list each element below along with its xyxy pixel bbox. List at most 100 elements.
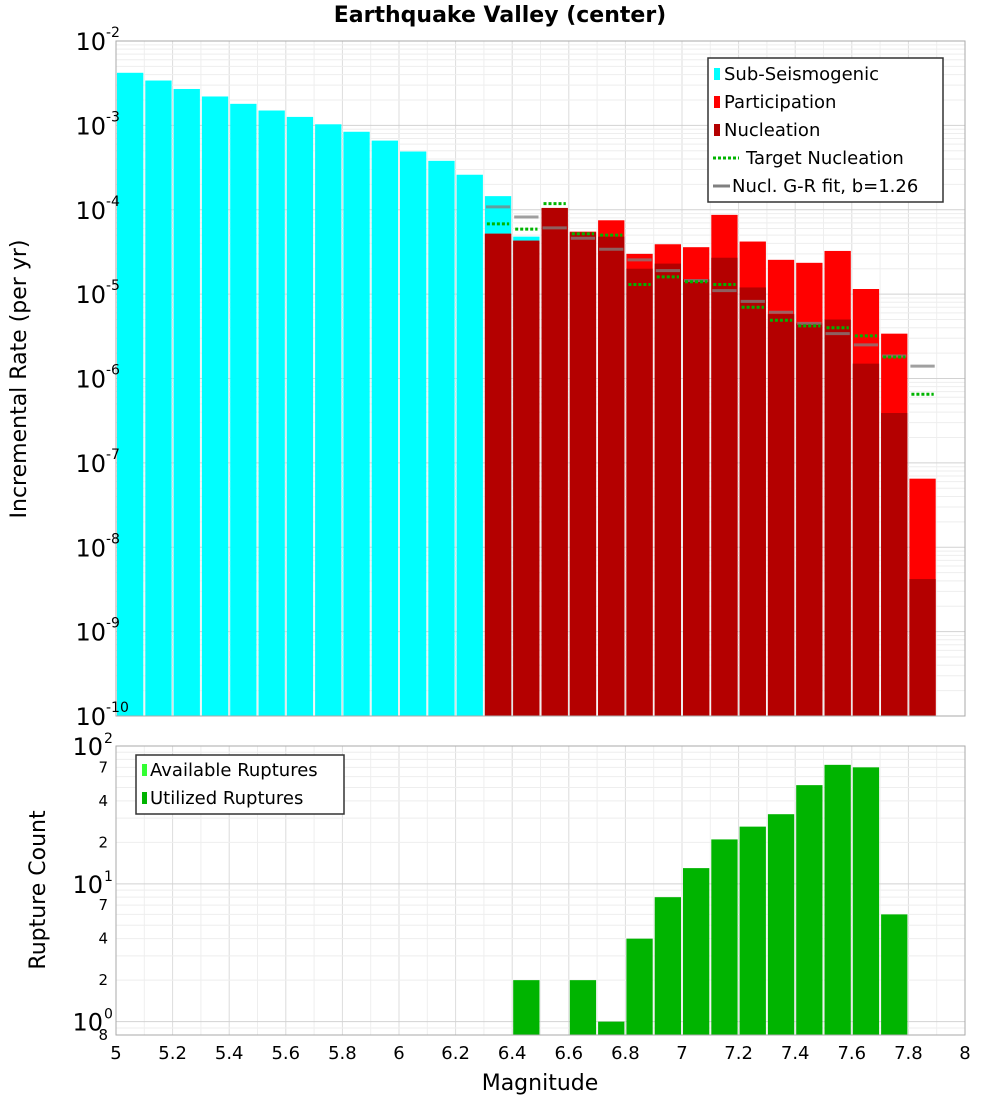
x-tick-label: 6.6: [554, 1043, 583, 1064]
nucleation-bar: [654, 263, 681, 716]
utilized-ruptures-bar: [683, 868, 710, 1035]
bottom-legend-label: Utilized Ruptures: [150, 788, 303, 809]
top-y-tick-label: 10: [75, 450, 106, 478]
x-tick-label: 5.6: [271, 1043, 300, 1064]
sub-seismogenic-bar: [258, 110, 285, 716]
utilized-ruptures-bar: [598, 1021, 625, 1035]
nucleation-bar: [711, 257, 738, 716]
x-tick-label: 6.8: [611, 1043, 640, 1064]
nucleation-bar: [569, 232, 597, 716]
top-legend-box: [707, 57, 944, 203]
top-y-tick-exponent: -6: [106, 363, 120, 379]
x-tick-label: 8: [959, 1043, 970, 1064]
bottom-y-tick-exponent: 2: [104, 731, 113, 747]
top-legend-label: Nucl. G-R fit, b=1.26: [732, 176, 918, 197]
top-y-tick-label: 10: [75, 534, 106, 562]
x-tick-label: 5.4: [215, 1043, 244, 1064]
bottom-y-minor-tick-label: 4: [98, 792, 108, 810]
top-y-tick-exponent: -7: [106, 447, 120, 463]
x-tick-label: 7: [676, 1043, 687, 1064]
bottom-legend-swatch: [142, 792, 147, 804]
top-legend-swatch: [714, 96, 720, 108]
sub-seismogenic-bar: [371, 140, 398, 717]
top-legend-swatch: [714, 68, 720, 80]
top-legend-label: Participation: [724, 92, 836, 113]
sub-seismogenic-bar: [315, 124, 342, 716]
top-y-tick-exponent: -10: [106, 700, 129, 716]
x-tick-label: 5.2: [158, 1043, 187, 1064]
bottom-y-minor-tick-label: 2: [98, 833, 108, 851]
top-y-tick-label: 10: [75, 28, 106, 56]
nucleation-bar: [541, 207, 568, 716]
top-y-tick-exponent: -5: [106, 278, 120, 294]
utilized-ruptures-bar: [881, 914, 908, 1035]
nucleation-bar: [767, 314, 795, 716]
x-tick-label: 6.2: [441, 1043, 470, 1064]
utilized-ruptures-bar: [852, 767, 880, 1035]
bottom-y-minor-tick-label: 2: [98, 971, 108, 989]
utilized-ruptures-bar: [569, 980, 597, 1035]
top-y-tick-label: 10: [75, 112, 106, 140]
nucleation-bar: [824, 319, 851, 716]
x-tick-label: 5: [110, 1043, 121, 1064]
sub-seismogenic-bar: [456, 174, 483, 716]
bottom-plot-frame: [115, 745, 966, 1036]
x-tick-label: 6: [393, 1043, 404, 1064]
top-y-tick-label: 10: [75, 281, 106, 309]
top-legend-label: Target Nucleation: [745, 148, 904, 169]
bottom-y-tick-exponent: 0: [104, 1007, 113, 1023]
top-y-tick-label: 10: [75, 703, 106, 731]
nucleation-bar: [739, 287, 766, 716]
top-y-tick-exponent: -9: [106, 616, 120, 632]
bottom-y-minor-tick-label: 7: [98, 758, 108, 776]
nucleation-bar: [513, 240, 540, 717]
nucleation-bar: [484, 233, 512, 716]
bottom-legend-box: [135, 754, 345, 815]
nucleation-bar: [852, 363, 880, 716]
top-y-axis-label: Incremental Rate (per yr): [7, 240, 32, 519]
utilized-ruptures-bar: [824, 764, 851, 1035]
utilized-ruptures-bar: [796, 785, 823, 1035]
x-tick-label: 6.4: [498, 1043, 527, 1064]
x-tick-label: 7.6: [837, 1043, 866, 1064]
sub-seismogenic-bar: [145, 80, 172, 716]
x-tick-label: 7.2: [724, 1043, 753, 1064]
sub-seismogenic-bar: [173, 88, 200, 716]
sub-seismogenic-bar: [117, 72, 144, 717]
top-legend-label: Sub-Seismogenic: [724, 64, 879, 85]
nucleation-bar: [881, 413, 908, 716]
top-legend-label: Nucleation: [724, 120, 820, 141]
bottom-y-tick-label: 10: [72, 733, 103, 761]
sub-seismogenic-bar: [286, 116, 314, 716]
top-plot-frame: [115, 40, 966, 717]
bottom-y-tick-label: 10: [72, 871, 103, 899]
utilized-ruptures-bar: [626, 938, 653, 1035]
top-y-tick-exponent: -4: [106, 194, 120, 210]
top-legend-swatch: [714, 124, 720, 136]
bottom-y-minor-tick-label: 4: [98, 930, 108, 948]
top-y-tick-exponent: -3: [106, 109, 120, 125]
bottom-y-tick-exponent: 1: [104, 869, 113, 885]
x-tick-label: 7.4: [781, 1043, 810, 1064]
sub-seismogenic-bar: [400, 151, 427, 716]
x-tick-label: 5.8: [328, 1043, 357, 1064]
chart-title: Earthquake Valley (center): [334, 3, 666, 28]
top-y-tick-exponent: -8: [106, 531, 120, 547]
top-y-tick-label: 10: [75, 619, 106, 647]
bottom-y-tick-label: 10: [72, 1009, 103, 1037]
sub-seismogenic-bar: [428, 160, 455, 717]
bottom-y-minor-tick-label: 8: [98, 1026, 108, 1044]
x-tick-label: 7.8: [894, 1043, 923, 1064]
bottom-legend-swatch: [142, 764, 147, 776]
bottom-y-axis-label: Rupture Count: [26, 810, 51, 970]
bottom-legend-label: Available Ruptures: [150, 760, 318, 781]
nucleation-bar: [626, 268, 653, 716]
bottom-y-minor-tick-label: 7: [98, 896, 108, 914]
utilized-ruptures-bar: [711, 839, 738, 1035]
sub-seismogenic-bar: [230, 103, 257, 717]
utilized-ruptures-bar: [513, 980, 540, 1035]
utilized-ruptures-bar: [739, 826, 766, 1035]
top-y-tick-exponent: -2: [106, 25, 120, 41]
x-axis-label: Magnitude: [482, 1071, 599, 1096]
